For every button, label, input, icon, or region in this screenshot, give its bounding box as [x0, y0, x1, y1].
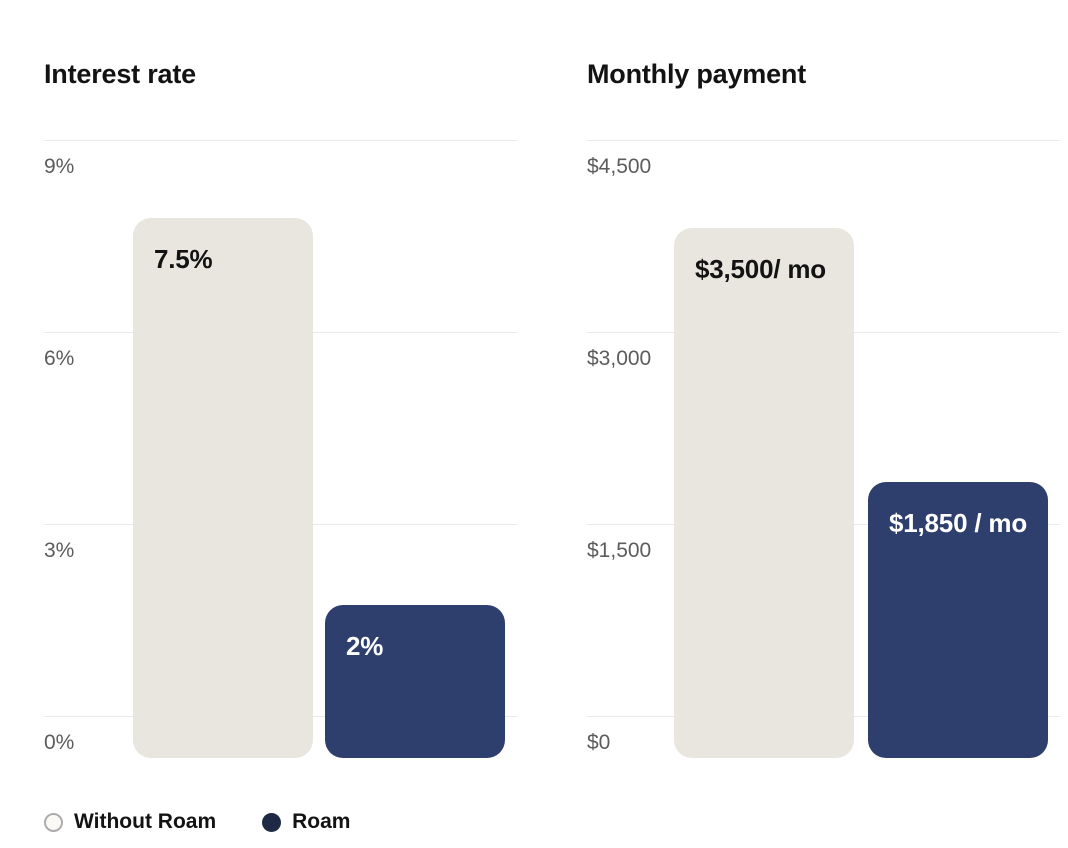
y-axis-tick: $0 [587, 731, 611, 754]
bar-roam: 2% [325, 605, 505, 758]
gridline [44, 140, 517, 141]
chart-title: Monthly payment [587, 59, 807, 89]
roam-circle-icon [262, 812, 282, 832]
y-axis-tick: 6% [44, 347, 75, 370]
bar-value-label: $3,500/ mo [695, 254, 826, 284]
y-axis-tick: 0% [44, 731, 75, 754]
y-axis-tick: $3,000 [587, 347, 652, 370]
y-axis-tick: 9% [44, 155, 75, 178]
interest-rate-chart: Interest rate 9% 6% 3% 0% 7.5% 2% [44, 0, 517, 848]
without-roam-circle-icon [44, 812, 63, 832]
legend-label: Without Roam [74, 810, 217, 833]
bar-value-label: $1,850 / mo [889, 508, 1027, 538]
gridline [587, 140, 1060, 141]
bar-value-label: 2% [346, 631, 384, 661]
legend-item-without-roam: Without Roam [44, 809, 216, 835]
bar-without-roam: 7.5% [133, 218, 313, 758]
y-axis-tick: 3% [44, 539, 75, 562]
y-axis-tick: $4,500 [587, 155, 652, 178]
bar-value-label: 7.5% [154, 244, 213, 274]
legend-label: Roam [292, 810, 351, 833]
bar-without-roam: $3,500/ mo [674, 228, 854, 758]
chart-title: Interest rate [44, 59, 196, 89]
legend-item-roam: Roam [262, 809, 350, 835]
y-axis-tick: $1,500 [587, 539, 652, 562]
monthly-payment-chart: Monthly payment $4,500 $3,000 $1,500 $0 … [587, 0, 1060, 848]
chart-legend: Without Roam Roam [44, 809, 350, 835]
bar-roam: $1,850 / mo [868, 482, 1048, 758]
